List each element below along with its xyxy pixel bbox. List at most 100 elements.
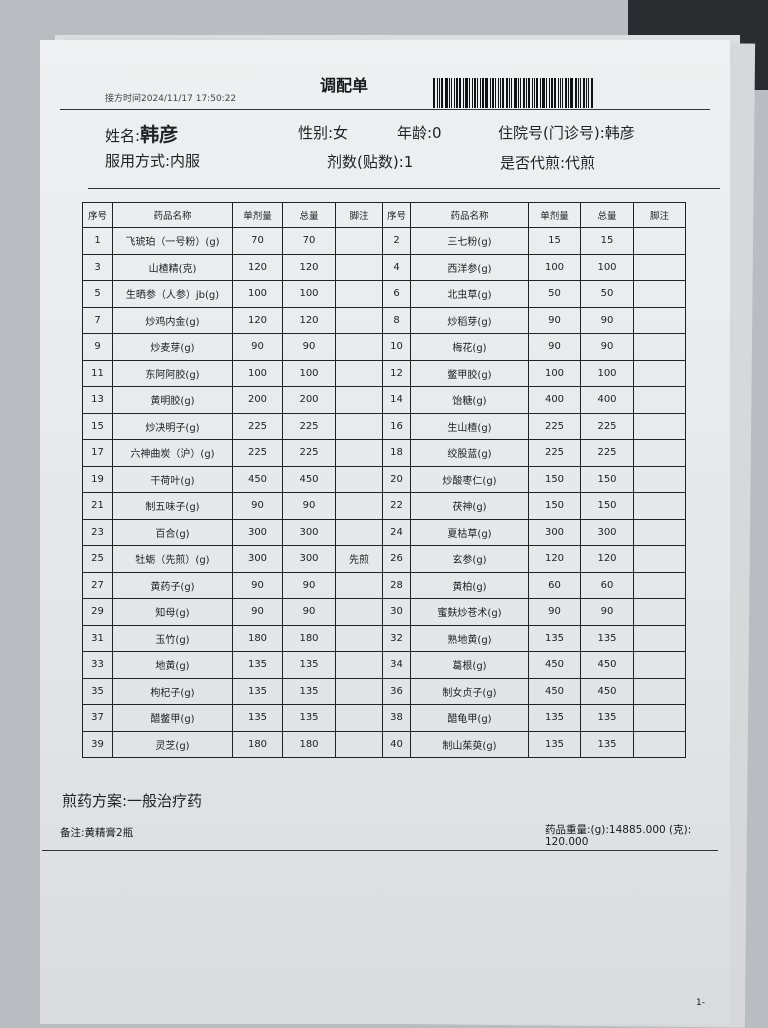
medicine-name-cell: 北虫草(g) (410, 280, 529, 308)
footnote-cell (633, 677, 686, 705)
single-dose-cell: 180 (232, 730, 283, 758)
medicine-name-cell: 生山楂(g) (410, 412, 529, 440)
barcode-bar (465, 78, 468, 108)
barcode-bar (560, 78, 561, 108)
barcode-bar (551, 78, 553, 108)
footnote-cell (335, 306, 383, 334)
total-amount-cell: 70 (282, 227, 336, 255)
total-amount-cell: 135 (282, 677, 336, 705)
footnote-cell (335, 651, 383, 679)
medicine-name-cell: 梅花(g) (410, 333, 529, 361)
table-row: 17 六神曲炭（沪）(g) 225 225 18 绞股蓝(g) 225 225 (82, 439, 686, 467)
single-dose-cell: 300 (232, 518, 283, 546)
barcode-bar (554, 78, 556, 108)
seq-cell: 19 (82, 465, 113, 493)
single-dose-cell: 90 (232, 598, 283, 626)
barcode-bar (518, 78, 519, 108)
single-dose-cell: 90 (232, 492, 283, 520)
total-amount-cell: 200 (282, 386, 336, 414)
barcode-bar (439, 78, 440, 108)
seq-cell: 25 (82, 545, 113, 573)
footnote-cell (633, 412, 686, 440)
column-header: 脚注 (335, 202, 383, 228)
single-dose-cell: 200 (232, 386, 283, 414)
total-amount-cell: 180 (282, 624, 336, 652)
seq-cell: 8 (382, 306, 411, 334)
footnote-cell (633, 730, 686, 758)
barcode-bar (514, 78, 517, 108)
seq-cell: 35 (82, 677, 113, 705)
total-amount-cell: 225 (580, 412, 634, 440)
single-dose-cell: 225 (528, 439, 581, 467)
total-amount-cell: 135 (580, 704, 634, 732)
medicine-name-cell: 制五味子(g) (112, 492, 233, 520)
single-dose-cell: 50 (528, 280, 581, 308)
barcode-bar (542, 78, 545, 108)
medicine-name-cell: 生晒参（人参）jb(g) (112, 280, 233, 308)
total-amount-cell: 100 (580, 253, 634, 281)
seq-cell: 33 (82, 651, 113, 679)
column-header: 序号 (382, 202, 411, 228)
total-amount-cell: 90 (282, 492, 336, 520)
remark: 备注:黄精膏2瓶 (60, 827, 134, 839)
footnote-cell (633, 386, 686, 414)
barcode-bar (591, 78, 593, 108)
total-amount-cell: 50 (580, 280, 634, 308)
table-row: 15 炒决明子(g) 225 225 16 生山楂(g) 225 225 (82, 412, 686, 440)
medicine-name-cell: 炒决明子(g) (112, 412, 233, 440)
column-header: 总量 (282, 202, 336, 228)
total-amount-cell: 90 (282, 333, 336, 361)
single-dose-cell: 300 (232, 545, 283, 573)
table-header-row: 序号 药品名称 单剂量 总量 脚注 序号 药品名称 单剂量 总量 脚注 (82, 202, 686, 228)
barcode-bar (495, 78, 496, 108)
footnote-cell (633, 253, 686, 281)
seq-cell: 36 (382, 677, 411, 705)
single-dose-cell: 135 (232, 677, 283, 705)
medicine-name-cell: 黄药子(g) (112, 571, 233, 599)
medicine-name-cell: 制山茱萸(g) (410, 730, 529, 758)
seq-cell: 16 (382, 412, 411, 440)
seq-cell: 13 (82, 386, 113, 414)
medicine-name-cell: 三七粉(g) (410, 227, 529, 255)
seq-cell: 28 (382, 571, 411, 599)
table-row: 9 炒麦芽(g) 90 90 10 梅花(g) 90 90 (82, 333, 686, 361)
total-amount-cell: 135 (282, 651, 336, 679)
medicine-name-cell: 炒麦芽(g) (112, 333, 233, 361)
seq-cell: 11 (82, 359, 113, 387)
footnote-cell (335, 465, 383, 493)
total-amount-cell: 300 (282, 518, 336, 546)
seq-cell: 5 (82, 280, 113, 308)
barcode-bar (570, 78, 573, 108)
barcode-bar (511, 78, 512, 108)
seq-cell: 37 (82, 704, 113, 732)
seq-cell: 18 (382, 439, 411, 467)
seq-cell: 39 (82, 730, 113, 758)
prescription-time: 接方时间2024/11/17 17:50:22 (105, 94, 237, 104)
footnote-cell (633, 227, 686, 255)
total-amount-cell: 100 (580, 359, 634, 387)
total-amount-cell: 135 (580, 624, 634, 652)
name-label: 姓名: (105, 127, 141, 145)
total-amount-cell: 90 (282, 571, 336, 599)
barcode-bar (580, 78, 581, 108)
table-row: 3 山楂精(克) 120 120 4 西洋参(g) 100 100 (82, 253, 686, 281)
barcode-bar (565, 78, 567, 108)
usage-method: 服用方式:内服 (105, 152, 201, 170)
footnote-cell (335, 598, 383, 626)
footnote-cell: 先煎 (335, 545, 383, 573)
barcode-bar (568, 78, 569, 108)
medicine-name-cell: 醋鳖甲(g) (112, 704, 233, 732)
footnote-cell (633, 518, 686, 546)
total-amount-cell: 100 (282, 359, 336, 387)
barcode-bar (474, 78, 476, 108)
document-title: 调配单 (320, 76, 369, 95)
column-header: 单剂量 (232, 202, 283, 228)
footnote-cell (633, 651, 686, 679)
footnote-cell (633, 492, 686, 520)
single-dose-cell: 135 (232, 704, 283, 732)
single-dose-cell: 90 (232, 333, 283, 361)
footnote-cell (335, 386, 383, 414)
medicine-name-cell: 玉竹(g) (112, 624, 233, 652)
seq-cell: 30 (382, 598, 411, 626)
barcode-bar (534, 78, 535, 108)
